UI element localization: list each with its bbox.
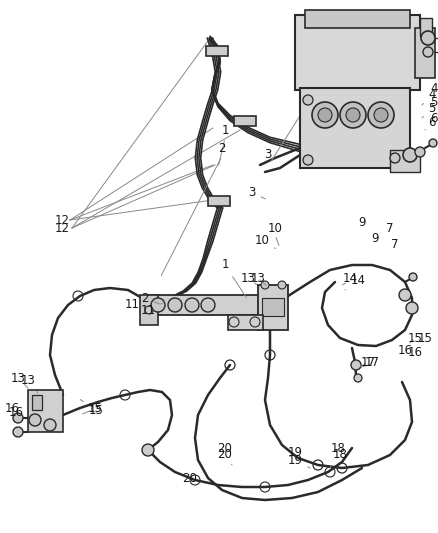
Circle shape: [201, 298, 215, 312]
Circle shape: [13, 413, 23, 423]
Circle shape: [403, 148, 417, 162]
Circle shape: [406, 302, 418, 314]
Text: 12: 12: [54, 214, 70, 227]
Text: 11: 11: [124, 298, 139, 311]
Text: 13: 13: [11, 372, 25, 384]
Circle shape: [429, 139, 437, 147]
Text: 14: 14: [345, 273, 365, 290]
Text: 16: 16: [408, 345, 423, 359]
Text: 2: 2: [218, 141, 226, 155]
Text: 9: 9: [358, 215, 366, 229]
Circle shape: [318, 108, 332, 122]
Text: 9: 9: [371, 231, 379, 245]
Text: 1: 1: [221, 259, 247, 297]
Bar: [206, 46, 228, 56]
Circle shape: [346, 108, 360, 122]
Bar: [262, 298, 284, 316]
Text: 18: 18: [330, 448, 347, 468]
Bar: [228, 315, 263, 330]
Text: 16: 16: [8, 407, 24, 419]
Text: 19: 19: [287, 454, 310, 468]
Text: 20: 20: [218, 448, 233, 465]
Circle shape: [421, 31, 435, 45]
Circle shape: [29, 414, 41, 426]
Circle shape: [44, 419, 56, 431]
Bar: [32, 395, 42, 410]
Text: 10: 10: [268, 222, 283, 235]
Text: 5: 5: [430, 95, 438, 109]
Text: 6: 6: [425, 116, 436, 130]
Circle shape: [409, 273, 417, 281]
Circle shape: [168, 298, 182, 312]
Bar: [305, 10, 410, 28]
Circle shape: [368, 102, 394, 128]
Bar: [208, 196, 230, 206]
Circle shape: [303, 95, 313, 105]
Circle shape: [340, 102, 366, 128]
Circle shape: [351, 360, 361, 370]
Circle shape: [399, 289, 411, 301]
Text: 11: 11: [141, 303, 162, 317]
Text: 15: 15: [80, 400, 103, 416]
Circle shape: [415, 147, 425, 157]
Text: 10: 10: [254, 233, 276, 248]
Text: 7: 7: [386, 222, 394, 235]
Bar: [28, 390, 63, 432]
Text: 13: 13: [251, 271, 266, 285]
Text: 3: 3: [248, 187, 265, 199]
Bar: [295, 15, 420, 90]
Text: 16: 16: [4, 401, 20, 415]
Text: 14: 14: [343, 271, 357, 285]
Text: 18: 18: [331, 441, 346, 455]
Text: 5: 5: [422, 101, 436, 118]
Circle shape: [354, 374, 362, 382]
Circle shape: [374, 108, 388, 122]
Text: 13: 13: [240, 271, 255, 285]
Circle shape: [390, 153, 400, 163]
Text: 1: 1: [221, 124, 229, 136]
Circle shape: [423, 47, 433, 57]
Circle shape: [312, 102, 338, 128]
Bar: [148, 295, 278, 315]
Text: 4: 4: [422, 88, 436, 105]
Text: 12: 12: [54, 222, 70, 235]
Text: 2: 2: [141, 292, 159, 304]
Text: 15: 15: [88, 401, 102, 415]
Text: 20: 20: [218, 441, 233, 455]
Circle shape: [142, 444, 154, 456]
Circle shape: [303, 155, 313, 165]
Text: 7: 7: [391, 238, 399, 252]
Text: 19: 19: [287, 446, 303, 458]
Circle shape: [13, 427, 23, 437]
Bar: [420, 18, 432, 36]
Text: 15: 15: [418, 332, 433, 344]
Bar: [390, 150, 420, 172]
Text: 17: 17: [360, 356, 375, 368]
Bar: [300, 88, 410, 168]
Bar: [415, 28, 435, 78]
Text: 16: 16: [398, 343, 413, 357]
Circle shape: [185, 298, 199, 312]
Text: 6: 6: [430, 111, 438, 125]
Text: 17: 17: [364, 356, 379, 368]
Bar: [140, 295, 158, 325]
Circle shape: [261, 281, 269, 289]
Text: 13: 13: [21, 374, 38, 393]
Text: 4: 4: [430, 82, 438, 94]
Text: 20: 20: [183, 472, 198, 484]
Bar: [258, 285, 288, 330]
Text: 15: 15: [408, 332, 422, 344]
Bar: [234, 116, 256, 126]
Circle shape: [278, 281, 286, 289]
Circle shape: [151, 298, 165, 312]
Text: 3: 3: [264, 149, 272, 161]
